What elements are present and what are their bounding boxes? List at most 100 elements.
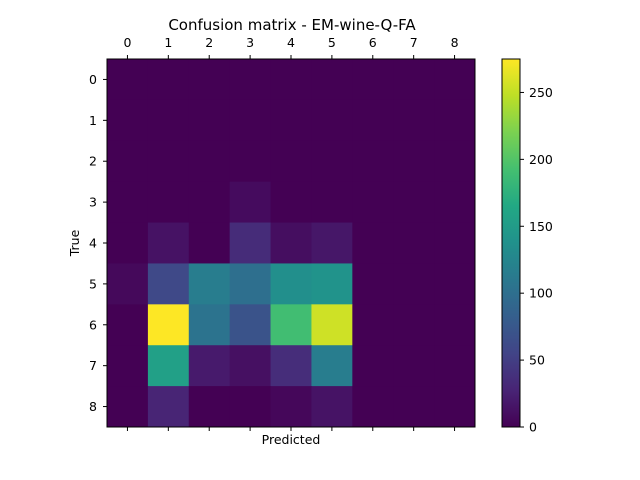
heatmap-cell-1-0 [107,99,149,142]
heatmap-cell-3-6 [352,181,394,224]
heatmap-cell-8-6 [352,386,394,428]
heatmap-cell-6-6 [352,304,394,346]
heatmap-cell-1-4 [270,99,312,142]
y-tick-label-8: 8 [89,399,97,414]
heatmap-cell-4-4 [270,222,312,264]
heatmap-cell-6-3 [229,304,272,346]
heatmap-cell-7-1 [147,345,190,387]
heatmap-cell-2-3 [229,140,272,183]
x-tick-label-0: 0 [123,35,131,50]
heatmap-cell-3-8 [434,181,476,224]
heatmap-cell-4-7 [393,222,435,264]
heatmap-cell-5-0 [107,263,149,305]
colorbar-tick-label-1: 50 [529,353,545,368]
heatmap-cell-0-1 [147,59,190,101]
colorbar-ticks: 0 50 100 150 200 250 [520,85,553,435]
heatmap-cell-8-7 [393,386,435,428]
heatmap-cell-0-0 [107,59,149,101]
heatmap-cell-4-3 [229,222,272,264]
heatmap-cell-7-4 [270,345,312,387]
heatmap-cell-1-2 [188,99,231,142]
heatmap-cell-4-6 [352,222,394,264]
heatmap-cell-1-5 [311,99,353,142]
heatmap-cell-5-8 [434,263,476,305]
x-tick-label-3: 3 [246,35,254,50]
heatmap-cell-5-2 [188,263,231,305]
heatmap-cell-2-1 [147,140,190,183]
heatmap-cell-2-6 [352,140,394,183]
heatmap-cell-7-2 [188,345,231,387]
heatmap-cell-4-8 [434,222,476,264]
heatmap-cell-2-5 [311,140,353,183]
y-tick-label-0: 0 [89,72,97,87]
heatmap-cell-5-3 [229,263,272,305]
heatmap-cell-8-1 [147,386,190,428]
y-axis-label: True [67,229,82,257]
heatmap-cell-7-0 [107,345,149,387]
y-tick-label-2: 2 [89,154,97,169]
heatmap-cell-8-3 [229,386,272,428]
heatmap-cell-1-7 [393,99,435,142]
chart-title: Confusion matrix - EM-wine-Q-FA [168,16,416,34]
heatmap-cell-5-1 [147,263,190,305]
heatmap-cell-0-6 [352,59,394,101]
heatmap-cell-2-0 [107,140,149,183]
heatmap-cell-8-2 [188,386,231,428]
heatmap-cell-3-4 [270,181,312,224]
heatmap-cell-5-6 [352,263,394,305]
heatmap-cell-1-1 [147,99,190,142]
heatmap-cell-0-5 [311,59,353,101]
y-tick-label-7: 7 [89,358,97,373]
heatmap-cell-3-1 [147,181,190,224]
heatmap-cell-0-8 [434,59,476,101]
heatmap-cell-7-7 [393,345,435,387]
x-tick-label-8: 8 [451,35,459,50]
x-tick-label-7: 7 [410,35,418,50]
heatmap-cell-5-7 [393,263,435,305]
heatmap-cell-0-2 [188,59,231,101]
heatmap-cell-6-5 [311,304,353,346]
heatmap-cell-2-2 [188,140,231,183]
heatmap-cell-6-8 [434,304,476,346]
x-tick-label-2: 2 [205,35,213,50]
colorbar-tick-label-5: 250 [529,85,553,100]
heatmap-cell-6-2 [188,304,231,346]
y-tick-label-4: 4 [89,236,97,251]
colorbar [501,58,521,428]
y-ticks: 0 1 2 3 4 5 6 7 8 [89,72,107,414]
heatmap-cell-8-0 [107,386,149,428]
heatmap-cell-6-0 [107,304,149,346]
heatmap-cell-4-1 [147,222,190,264]
heatmap-cell-3-0 [107,181,149,224]
y-tick-label-5: 5 [89,276,97,291]
heatmap-cell-1-6 [352,99,394,142]
heatmap-cell-1-3 [229,99,272,142]
heatmap-cell-8-4 [270,386,312,428]
heatmap-cell-0-3 [229,59,272,101]
heatmap-cell-3-5 [311,181,353,224]
heatmap-cell-6-7 [393,304,435,346]
x-tick-label-6: 6 [369,35,377,50]
heatmap-cell-7-3 [229,345,272,387]
heatmap-cell-4-2 [188,222,231,264]
heatmap-cell-3-7 [393,181,435,224]
heatmap-cell-3-3 [229,181,272,224]
heatmap-cell-2-7 [393,140,435,183]
heatmap-cell-1-8 [434,99,476,142]
heatmap-cell-0-7 [393,59,435,101]
x-tick-label-4: 4 [287,35,295,50]
heatmap-cell-6-1 [147,304,190,346]
heatmap-cell-3-2 [188,181,231,224]
heatmap-cell-6-4 [270,304,312,346]
colorbar-tick-label-2: 100 [529,286,553,301]
x-axis-label: Predicted [262,432,321,447]
heatmap-cell-5-4 [270,263,312,305]
y-tick-label-3: 3 [89,195,97,210]
heatmap-cell-2-4 [270,140,312,183]
heatmap-cell-2-8 [434,140,476,183]
heatmap-cell-0-4 [270,59,312,101]
colorbar-tick-label-0: 0 [529,420,537,435]
x-tick-label-1: 1 [164,35,172,50]
x-ticks: 0 1 2 3 4 5 6 7 8 [123,35,459,431]
